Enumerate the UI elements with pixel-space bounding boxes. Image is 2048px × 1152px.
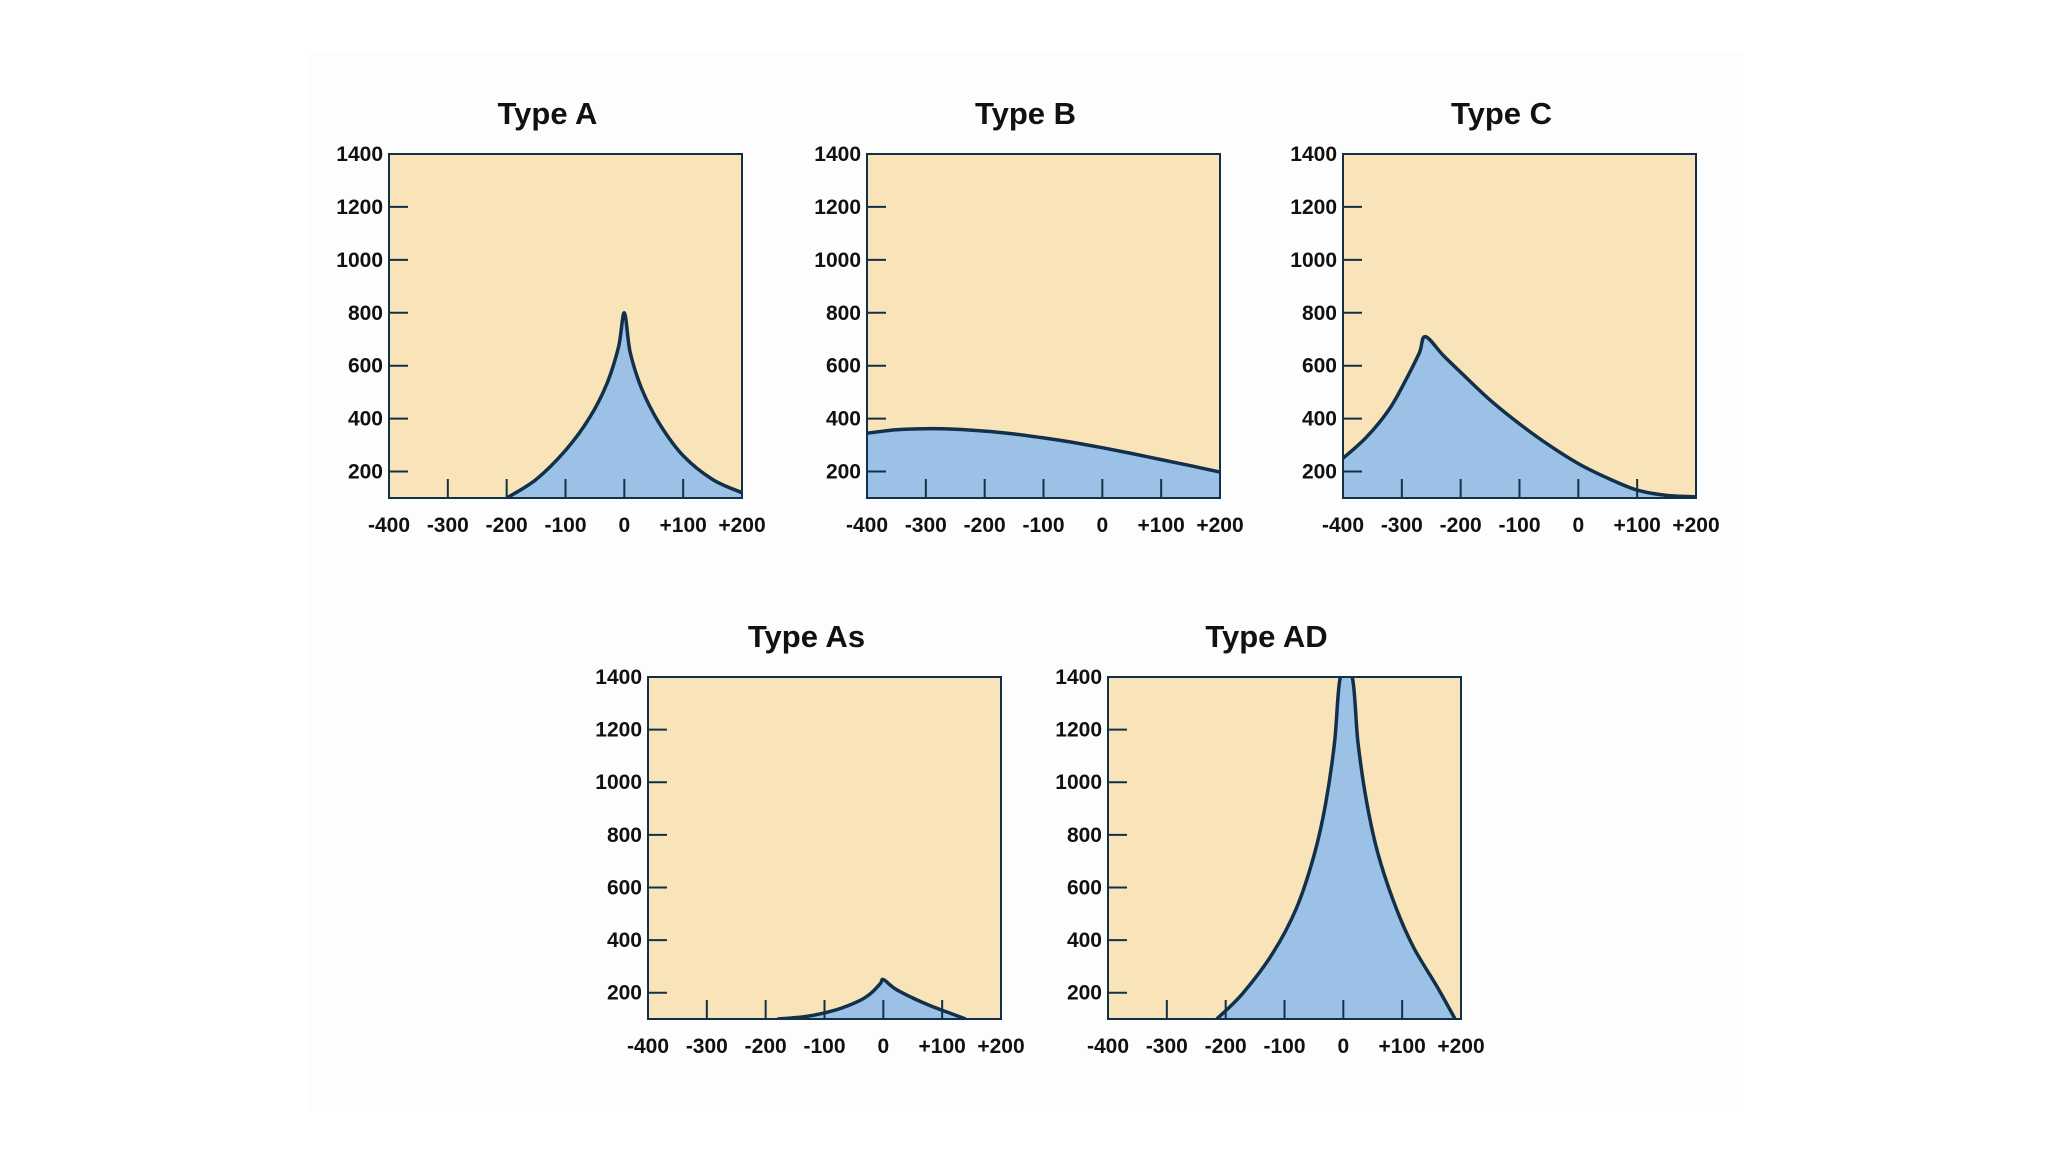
y-tick-label: 200 (607, 982, 642, 1005)
x-tick-label: -300 (1381, 514, 1423, 537)
y-tick-label: 200 (348, 461, 383, 484)
x-tick-label: +200 (1196, 514, 1243, 537)
x-tick-label: -100 (544, 514, 586, 537)
x-tick-label: +200 (718, 514, 765, 537)
x-tick-label: +100 (919, 1035, 966, 1058)
y-tick-label: 400 (1067, 929, 1102, 952)
chart-1: 200 400 600 800 1000 1200 1400 -400 -300 -200 -100… (336, 96, 765, 537)
area-outline (867, 426, 1220, 474)
x-tick-label: +100 (1138, 514, 1185, 537)
y-tick-label: 600 (348, 355, 383, 378)
x-tick-label: 0 (1096, 514, 1108, 537)
x-tick-label: +100 (1379, 1035, 1426, 1058)
chart-2: 200 400 600 800 1000 1200 1400 -400 -300 -200 -100… (814, 96, 1243, 537)
x-tick-label: -300 (905, 514, 947, 537)
x-tick-label: -400 (1087, 1035, 1129, 1058)
x-tick-label: 0 (877, 1035, 889, 1058)
y-tick-label: 400 (607, 929, 642, 952)
y-tick-label: 1200 (1055, 719, 1102, 742)
y-tick-label: 1400 (1290, 143, 1337, 166)
x-tick-label: -100 (1263, 1035, 1305, 1058)
y-tick-label: 1000 (336, 249, 383, 272)
y-tick-label: 800 (348, 302, 383, 325)
chart-5: 200 400 600 800 1000 1200 1400 -400 -300 -200 -100… (1055, 619, 1484, 1058)
x-tick-label: 0 (618, 514, 630, 537)
y-tick-label: 1400 (595, 666, 642, 689)
y-tick-label: 1200 (1290, 196, 1337, 219)
y-tick-label: 600 (607, 876, 642, 899)
x-tick-label: +200 (1672, 514, 1719, 537)
x-tick-label: -200 (1440, 514, 1482, 537)
y-tick-label: 600 (1302, 355, 1337, 378)
area-fill (777, 979, 966, 1019)
x-tick-label: +100 (1614, 514, 1661, 537)
y-tick-label: 1200 (336, 196, 383, 219)
x-tick-label: -400 (1322, 514, 1364, 537)
plot-area (648, 677, 1001, 1019)
x-tick-label: -200 (486, 514, 528, 537)
y-tick-label: 1200 (814, 196, 861, 219)
y-tick-label: 400 (348, 408, 383, 431)
y-tick-label: 1200 (595, 719, 642, 742)
plot-area (389, 154, 742, 498)
x-tick-label: -100 (1022, 514, 1064, 537)
chart-3: 200 400 600 800 1000 1200 1400 -400 -300 -200 -100… (1290, 96, 1719, 537)
y-tick-label: 800 (1302, 302, 1337, 325)
area-outline (1343, 334, 1696, 498)
y-tick-label: 800 (1067, 824, 1102, 847)
x-tick-label: 0 (1572, 514, 1584, 537)
x-tick-label: -100 (803, 1035, 845, 1058)
x-tick-label: +200 (977, 1035, 1024, 1058)
y-tick-label: 200 (1302, 461, 1337, 484)
y-tick-label: 1000 (814, 249, 861, 272)
y-tick-label: 1000 (1055, 771, 1102, 794)
y-tick-label: 1000 (1290, 249, 1337, 272)
y-tick-label: 800 (826, 302, 861, 325)
y-tick-label: 1400 (1055, 666, 1102, 689)
area-fill (1216, 677, 1456, 1019)
x-tick-label: -400 (627, 1035, 669, 1058)
y-tick-label: 1000 (595, 771, 642, 794)
x-tick-label: -400 (368, 514, 410, 537)
area-outline (505, 311, 742, 498)
area-fill (1343, 336, 1696, 498)
chart-title: Type B (975, 96, 1076, 131)
x-tick-label: -200 (745, 1035, 787, 1058)
y-tick-label: 400 (1302, 408, 1337, 431)
x-tick-label: -100 (1498, 514, 1540, 537)
y-tick-label: 200 (1067, 982, 1102, 1005)
y-tick-label: 600 (826, 355, 861, 378)
y-tick-label: 400 (826, 408, 861, 431)
y-tick-label: 1400 (814, 143, 861, 166)
area-fill (867, 428, 1220, 498)
x-tick-label: -300 (1146, 1035, 1188, 1058)
chart-4: 200 400 600 800 1000 1200 1400 -400 -300 -200 -100… (595, 619, 1024, 1058)
area-outline (1215, 677, 1457, 1019)
x-tick-label: 0 (1337, 1035, 1349, 1058)
y-tick-label: 1400 (336, 143, 383, 166)
y-tick-label: 800 (607, 824, 642, 847)
chart-title: Type A (498, 96, 598, 131)
y-tick-label: 200 (826, 461, 861, 484)
chart-title: Type C (1451, 96, 1552, 131)
x-tick-label: +200 (1437, 1035, 1484, 1058)
x-tick-label: -300 (427, 514, 469, 537)
x-tick-label: -200 (1205, 1035, 1247, 1058)
x-tick-label: -400 (846, 514, 888, 537)
x-tick-label: -300 (686, 1035, 728, 1058)
chart-title: Type AD (1205, 619, 1327, 654)
chart-title: Type As (748, 619, 865, 654)
y-tick-label: 600 (1067, 876, 1102, 899)
x-tick-label: -200 (964, 514, 1006, 537)
x-tick-label: +100 (660, 514, 707, 537)
area-outline (777, 977, 967, 1019)
